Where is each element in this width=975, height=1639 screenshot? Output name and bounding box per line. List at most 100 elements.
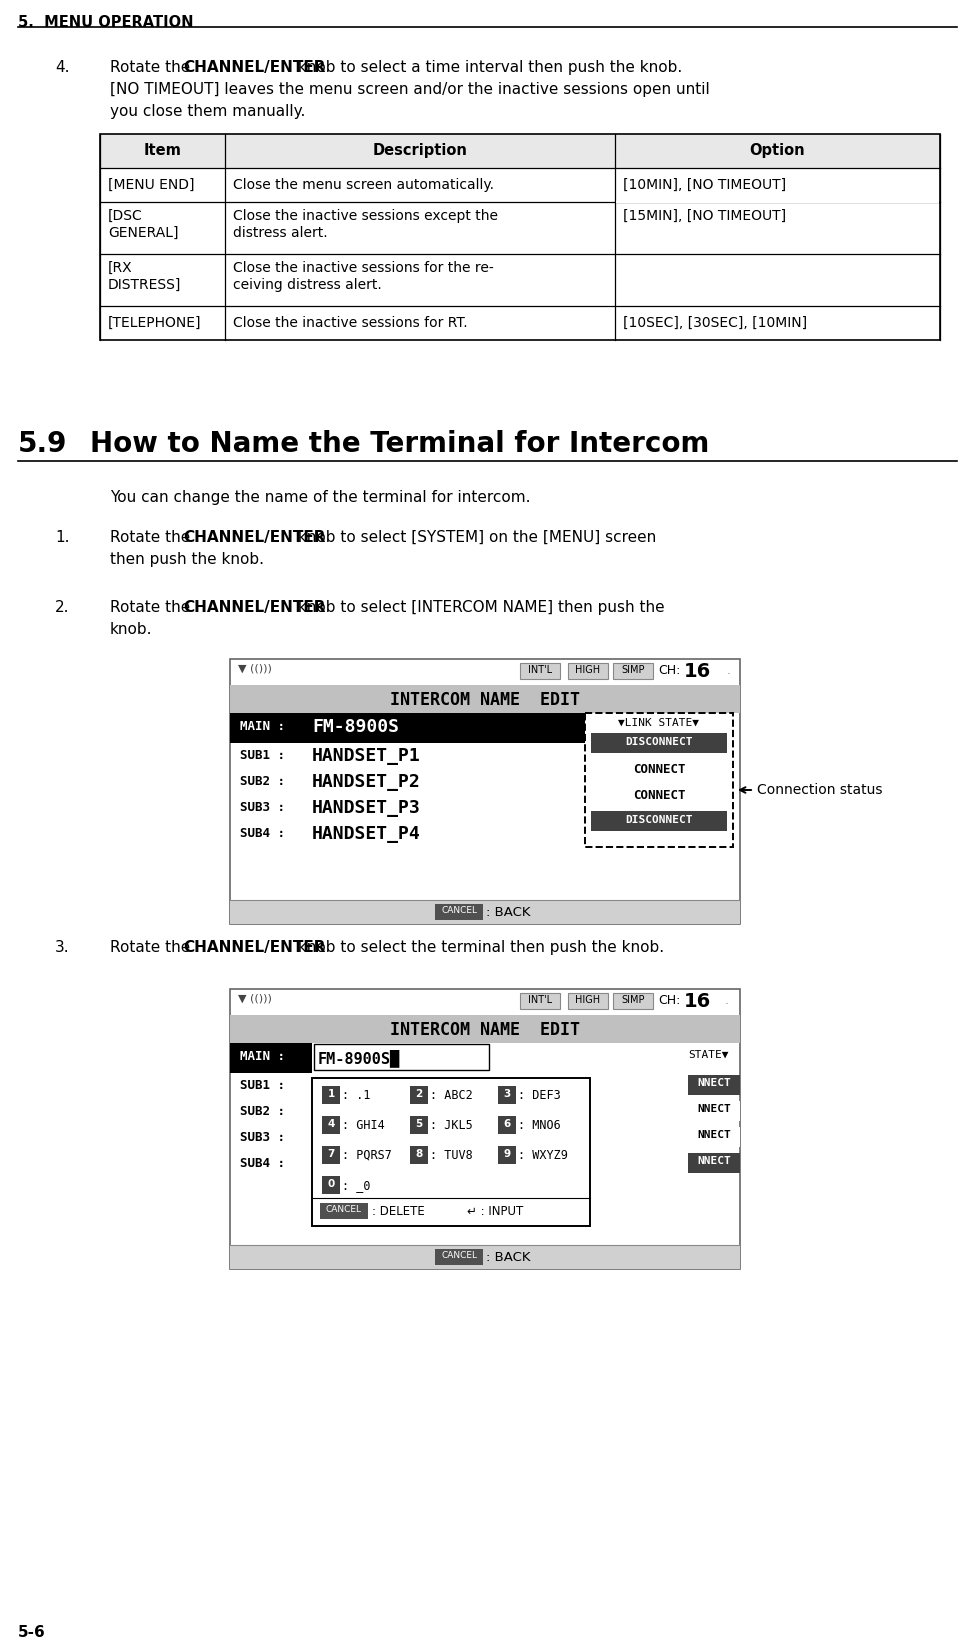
Text: SUB1 :: SUB1 : <box>240 1078 285 1092</box>
Text: [RX: [RX <box>108 261 133 275</box>
Text: : JKL5: : JKL5 <box>430 1118 473 1131</box>
Bar <box>435 1249 483 1265</box>
Text: FM-8900S: FM-8900S <box>312 718 399 736</box>
Text: CHANNEL/ENTER: CHANNEL/ENTER <box>183 529 326 544</box>
Bar <box>688 1075 740 1095</box>
Text: 7: 7 <box>328 1149 334 1159</box>
Text: 1.: 1. <box>55 529 69 544</box>
Bar <box>688 1128 740 1147</box>
Text: Close the menu screen automatically.: Close the menu screen automatically. <box>233 179 494 192</box>
Bar <box>616 202 939 203</box>
Text: : BACK: : BACK <box>486 1251 530 1264</box>
Text: 4: 4 <box>328 1118 334 1128</box>
Text: 16: 16 <box>684 992 711 1010</box>
Text: Close the inactive sessions for RT.: Close the inactive sessions for RT. <box>233 316 468 329</box>
Text: INTERCOM NAME  EDIT: INTERCOM NAME EDIT <box>390 690 580 708</box>
Text: STATE▼: STATE▼ <box>688 1049 728 1059</box>
Bar <box>322 1177 340 1195</box>
Text: SIMP: SIMP <box>621 664 644 675</box>
Bar <box>100 134 940 169</box>
Text: distress alert.: distress alert. <box>233 226 328 239</box>
Text: Rotate the: Rotate the <box>110 529 195 544</box>
Text: CONNECT: CONNECT <box>633 762 685 775</box>
Text: SUB1 :: SUB1 : <box>240 749 285 762</box>
Text: : PQRS7: : PQRS7 <box>342 1149 392 1162</box>
Bar <box>498 1116 516 1134</box>
Text: .: . <box>727 664 731 677</box>
Bar <box>688 1154 740 1174</box>
Text: INT'L: INT'L <box>527 995 552 1005</box>
Text: CH:: CH: <box>658 993 681 1006</box>
Bar <box>312 1078 590 1226</box>
Bar <box>435 905 483 921</box>
Text: SUB3 :: SUB3 : <box>240 1131 285 1144</box>
Text: 3: 3 <box>503 1088 511 1098</box>
Text: NNECT: NNECT <box>697 1155 731 1165</box>
Text: knob to select [SYSTEM] on the [MENU] screen: knob to select [SYSTEM] on the [MENU] sc… <box>293 529 656 544</box>
Text: HANDSET_P4: HANDSET_P4 <box>312 824 421 842</box>
Text: 1: 1 <box>328 1088 334 1098</box>
Text: ▼ (())): ▼ (())) <box>238 664 272 674</box>
Text: NNECT: NNECT <box>697 1129 731 1139</box>
Text: SIMP: SIMP <box>621 995 644 1005</box>
Text: CONNECT: CONNECT <box>633 788 685 801</box>
Text: CHANNEL/ENTER: CHANNEL/ENTER <box>183 600 326 615</box>
Text: : TUV8: : TUV8 <box>430 1149 473 1162</box>
Text: HIGH: HIGH <box>575 995 601 1005</box>
Text: INTERCOM NAME  EDIT: INTERCOM NAME EDIT <box>390 1021 580 1039</box>
Bar <box>230 685 740 713</box>
Text: you close them manually.: you close them manually. <box>110 103 305 120</box>
Text: CANCEL: CANCEL <box>441 905 477 915</box>
Bar <box>498 1087 516 1105</box>
Bar <box>322 1146 340 1164</box>
Text: 2.: 2. <box>55 600 69 615</box>
Bar <box>568 664 608 680</box>
Text: HANDSET_P1: HANDSET_P1 <box>312 746 421 764</box>
Bar <box>498 1146 516 1164</box>
Text: DISCONNECT: DISCONNECT <box>625 815 693 824</box>
Text: Item: Item <box>143 143 181 157</box>
Bar <box>322 1116 340 1134</box>
Text: knob to select the terminal then push the knob.: knob to select the terminal then push th… <box>293 939 664 954</box>
Text: knob.: knob. <box>110 621 152 636</box>
Text: : .1: : .1 <box>342 1088 370 1101</box>
Bar <box>100 306 940 341</box>
Bar <box>410 1087 428 1105</box>
Text: CH:: CH: <box>658 664 681 677</box>
Text: CHANNEL/ENTER: CHANNEL/ENTER <box>183 61 326 75</box>
Bar <box>100 203 940 254</box>
Bar <box>230 659 740 924</box>
Text: ▼LINK STATE▼: ▼LINK STATE▼ <box>618 718 699 728</box>
Text: You can change the name of the terminal for intercom.: You can change the name of the terminal … <box>110 490 530 505</box>
Text: : _0: : _0 <box>342 1178 370 1192</box>
Bar <box>613 664 653 680</box>
Text: 16: 16 <box>684 662 711 680</box>
Text: INT'L: INT'L <box>527 664 552 675</box>
Text: : WXYZ9: : WXYZ9 <box>518 1149 567 1162</box>
Text: GENERAL]: GENERAL] <box>108 226 178 239</box>
Text: : MNO6: : MNO6 <box>518 1118 561 1131</box>
Text: MAIN :: MAIN : <box>240 720 285 733</box>
Text: [10MIN], [NO TIMEOUT]: [10MIN], [NO TIMEOUT] <box>623 179 786 192</box>
Bar <box>230 900 740 924</box>
Bar <box>688 1101 740 1121</box>
Text: SUB4 :: SUB4 : <box>240 826 285 839</box>
Bar <box>410 1116 428 1134</box>
Text: : DEF3: : DEF3 <box>518 1088 561 1101</box>
Text: Description: Description <box>372 143 467 157</box>
Text: NNECT: NNECT <box>697 1103 731 1113</box>
Text: [DSC: [DSC <box>108 208 142 223</box>
Text: Rotate the: Rotate the <box>110 939 195 954</box>
Bar <box>230 1016 740 1044</box>
Text: [10SEC], [30SEC], [10MIN]: [10SEC], [30SEC], [10MIN] <box>623 316 807 329</box>
Text: Connection status: Connection status <box>757 782 882 797</box>
Bar <box>520 664 560 680</box>
Text: [MENU END]: [MENU END] <box>108 179 194 192</box>
Text: Option: Option <box>750 143 805 157</box>
Text: 5.  MENU OPERATION: 5. MENU OPERATION <box>18 15 193 30</box>
Bar <box>520 993 560 1010</box>
Text: then push the knob.: then push the knob. <box>110 552 264 567</box>
Bar <box>100 254 940 306</box>
Text: 5-6: 5-6 <box>18 1624 46 1639</box>
Text: HIGH: HIGH <box>575 664 601 675</box>
